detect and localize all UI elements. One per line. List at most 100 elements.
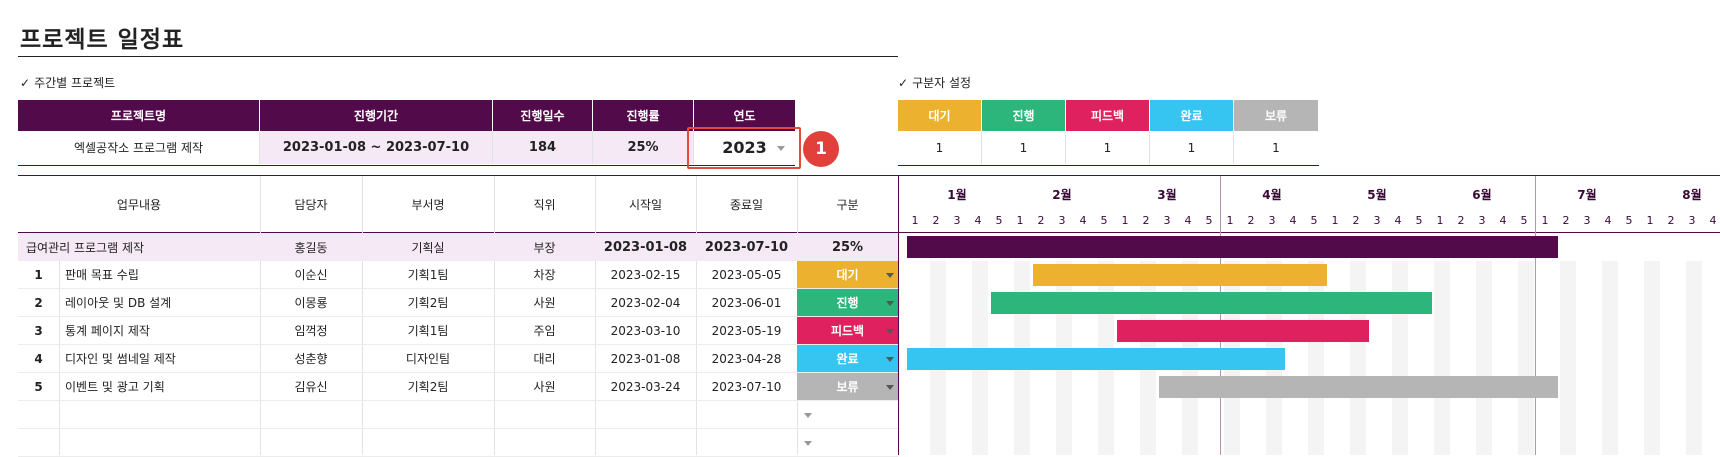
table-row: 5 이벤트 및 광고 기획 김유신 기획2팀 사원 2023-03-24 202… (18, 373, 898, 401)
gantt-month-label: 8월 (1682, 188, 1702, 202)
gantt-week-label: 1 (1226, 214, 1234, 227)
project-row-bottom-line (18, 165, 795, 166)
gantt-stripe (1434, 261, 1450, 455)
task-rank: 차장 (533, 268, 556, 282)
gantt-stripe (1644, 261, 1660, 455)
gantt-left-border (898, 175, 899, 455)
gantt-week-label: 5 (1415, 214, 1423, 227)
status-select[interactable]: 보류 (797, 373, 898, 400)
gantt-week-label: 4 (1709, 214, 1717, 227)
task-name: 판매 목표 수립 (65, 268, 139, 282)
gantt-week-label: 3 (1163, 214, 1171, 227)
gantt-week-label: 1 (1016, 214, 1024, 227)
year-select[interactable]: 2023 (694, 131, 795, 164)
gantt-week-label: 3 (1058, 214, 1066, 227)
check-icon: ✓ (20, 76, 31, 90)
gantt-week-label: 3 (1268, 214, 1276, 227)
gantt-week-label: 1 (1121, 214, 1129, 227)
project-progress: 25% (593, 131, 694, 164)
table-row: 1 판매 목표 수립 이순신 기획1팀 차장 2023-02-15 2023-0… (18, 261, 898, 289)
gantt-stripe (1476, 261, 1492, 455)
gantt-chart: 1월 1 2 3 4 5 2월 1 2 3 4 5 3월 1 2 3 4 5 4월 1 2 3 4 5 5월 1 2 3 4 5 6월 1 2 3… (899, 176, 1720, 455)
status-select[interactable]: 피드백 (797, 317, 898, 344)
task-rank: 사원 (533, 296, 556, 310)
gantt-month-label: 7월 (1577, 188, 1597, 202)
gantt-month-label: 3월 (1157, 188, 1177, 202)
legend-count-done: 1 (1150, 131, 1234, 164)
project-header: 프로젝트명 진행기간 진행일수 진행률 연도 (18, 100, 795, 131)
task-rank: 사원 (533, 380, 556, 394)
year-highlight-box (687, 127, 801, 169)
task-owner: 임꺽정 (294, 324, 328, 338)
gantt-week-label: 4 (1289, 214, 1297, 227)
task-dept: 기획2팀 (407, 296, 449, 310)
gantt-week-label: 4 (1394, 214, 1402, 227)
table-row: 2 레이아웃 및 DB 설계 이몽룡 기획2팀 사원 2023-02-04 20… (18, 289, 898, 317)
summary-start: 2023-01-08 (603, 239, 688, 255)
task-dept: 기획2팀 (407, 380, 449, 394)
gantt-task-bar (1033, 264, 1327, 286)
gantt-stripe (1308, 261, 1324, 455)
summary-task: 급여관리 프로그램 제작 (26, 240, 145, 255)
task-end: 2023-04-28 (711, 351, 782, 366)
gantt-week-label: 2 (1247, 214, 1255, 227)
gantt-week-label: 2 (1457, 214, 1465, 227)
gantt-week-label: 2 (1667, 214, 1675, 227)
task-start: 2023-02-15 (610, 267, 681, 282)
legend-done: 완료 (1150, 100, 1234, 131)
task-header: 업무내용 담당자 부서명 직위 시작일 종료일 구분 (18, 176, 898, 232)
status-select[interactable]: 진행 (797, 289, 898, 316)
chevron-down-icon[interactable] (886, 300, 894, 306)
chevron-down-icon[interactable] (886, 328, 894, 334)
legend-counts: 1 1 1 1 1 (898, 131, 1318, 164)
header-project-name: 프로젝트명 (18, 100, 260, 131)
project-period: 2023-01-08 ~ 2023-07-10 (260, 131, 493, 164)
task-owner: 성춘향 (294, 352, 328, 366)
chevron-down-icon[interactable] (804, 440, 812, 446)
chevron-down-icon[interactable] (886, 356, 894, 362)
legend-count-wait: 1 (898, 131, 982, 164)
task-table-top-line (18, 175, 1720, 176)
header-status: 구분 (836, 197, 859, 212)
gantt-stripe (1518, 261, 1534, 455)
check-icon: ✓ (898, 76, 909, 90)
gantt-week-label: 3 (1583, 214, 1591, 227)
gantt-week-label: 1 (1646, 214, 1654, 227)
gantt-quarter-divider (1535, 176, 1536, 455)
task-rank: 주임 (533, 324, 556, 338)
gantt-week-label: 2 (1562, 214, 1570, 227)
row-number: 3 (34, 323, 43, 338)
task-name: 이벤트 및 광고 기획 (65, 380, 165, 394)
header-progress: 진행률 (593, 100, 694, 131)
task-end: 2023-07-10 (711, 379, 782, 394)
task-name: 디자인 및 썸네일 제작 (65, 352, 176, 366)
summary-rank: 부장 (533, 240, 556, 255)
project-row: 엑셀공작소 프로그램 제작 2023-01-08 ~ 2023-07-10 18… (18, 131, 795, 164)
status-select[interactable]: 완료 (797, 345, 898, 372)
table-row: 3 통계 페이지 제작 임꺽정 기획1팀 주임 2023-03-10 2023-… (18, 317, 898, 345)
header-dept: 부서명 (411, 197, 445, 212)
gantt-month-label: 1월 (947, 188, 967, 202)
gantt-header-line (899, 232, 1720, 233)
task-owner: 김유신 (294, 380, 328, 394)
chevron-down-icon[interactable] (804, 412, 812, 418)
legend-header: 대기 진행 피드백 완료 보류 (898, 100, 1318, 131)
gantt-week-label: 2 (1037, 214, 1045, 227)
task-dept: 디자인팀 (405, 352, 451, 366)
task-owner: 이순신 (294, 268, 328, 282)
task-dept: 기획1팀 (407, 268, 449, 282)
gantt-week-label: 5 (1625, 214, 1633, 227)
gantt-task-bar (991, 292, 1432, 314)
summary-dept: 기획실 (411, 240, 445, 255)
gantt-week-label: 3 (1373, 214, 1381, 227)
gantt-month-label: 2월 (1052, 188, 1072, 202)
status-select[interactable]: 대기 (797, 261, 898, 288)
chevron-down-icon[interactable] (777, 145, 785, 151)
chevron-down-icon[interactable] (886, 272, 894, 278)
task-list: 1 판매 목표 수립 이순신 기획1팀 차장 2023-02-15 2023-0… (18, 261, 898, 457)
legend-bottom-line (898, 165, 1319, 166)
empty-row (18, 429, 898, 457)
chevron-down-icon[interactable] (886, 384, 894, 390)
gantt-stripe (1350, 261, 1366, 455)
page-title: 프로젝트 일정표 (20, 27, 185, 53)
